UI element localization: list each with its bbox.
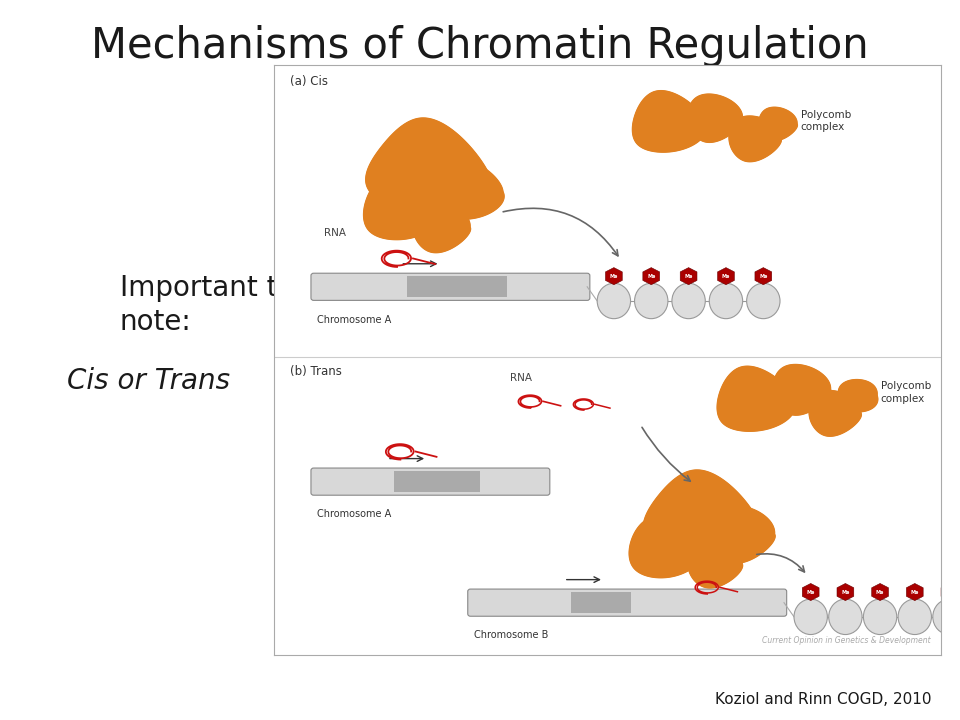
Text: Me: Me [684,274,693,279]
Text: Me: Me [610,274,618,279]
Text: Chromosome B: Chromosome B [474,631,548,640]
Text: Important to
note:: Important to note: [120,274,295,336]
Polygon shape [633,91,706,152]
Text: Me: Me [841,590,850,595]
Text: Chromosome A: Chromosome A [317,315,392,325]
Polygon shape [717,366,795,431]
Text: Koziol and Rinn COGD, 2010: Koziol and Rinn COGD, 2010 [714,692,931,707]
Ellipse shape [899,599,931,634]
Text: Me: Me [911,590,919,595]
Polygon shape [643,470,758,571]
Ellipse shape [794,599,828,634]
Text: Mechanisms of Chromatin Regulation: Mechanisms of Chromatin Regulation [91,25,869,67]
Polygon shape [729,116,781,162]
Polygon shape [366,118,489,226]
Text: Chromosome A: Chromosome A [317,509,392,519]
Text: Me: Me [806,590,815,595]
Ellipse shape [635,283,668,319]
Ellipse shape [863,599,897,634]
Text: Me: Me [946,590,953,595]
Polygon shape [434,160,504,219]
Ellipse shape [709,283,743,319]
Text: (a) Cis: (a) Cis [290,76,328,89]
Text: Cis or Trans: Cis or Trans [67,367,230,395]
FancyBboxPatch shape [468,589,786,616]
Text: (b) Trans: (b) Trans [290,365,342,378]
Text: Polycomb
complex: Polycomb complex [880,382,931,404]
Ellipse shape [933,599,960,634]
Ellipse shape [597,283,631,319]
Polygon shape [773,364,831,415]
Text: Me: Me [722,274,731,279]
Polygon shape [838,379,877,412]
Bar [407,276,507,297]
Polygon shape [809,390,861,436]
Text: Me: Me [876,590,884,595]
Bar [570,592,631,613]
Text: Current Opinion in Genetics & Development: Current Opinion in Genetics & Developmen… [762,636,931,644]
Text: RNA: RNA [511,373,533,383]
Text: Me: Me [759,274,767,279]
Text: Polycomb
complex: Polycomb complex [801,109,851,132]
Ellipse shape [672,283,706,319]
Text: RNA: RNA [324,228,346,238]
Polygon shape [759,107,798,141]
FancyBboxPatch shape [311,468,550,495]
Polygon shape [629,516,702,577]
Bar [394,471,480,492]
Polygon shape [687,94,743,143]
FancyBboxPatch shape [311,273,589,300]
Polygon shape [364,175,441,240]
Ellipse shape [828,599,862,634]
Text: Me: Me [647,274,656,279]
Ellipse shape [747,283,780,319]
Polygon shape [687,540,743,588]
Polygon shape [709,505,775,563]
Polygon shape [413,202,470,253]
